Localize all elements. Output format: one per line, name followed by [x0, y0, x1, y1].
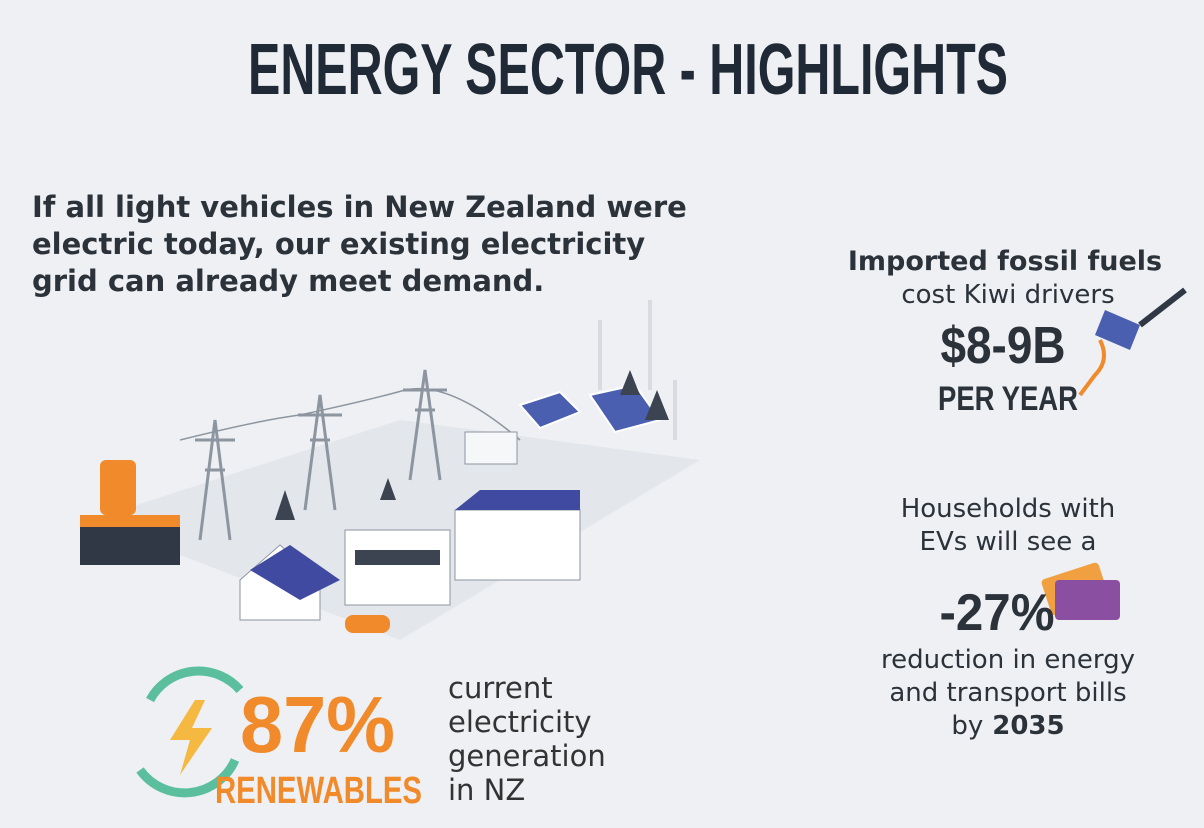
intro-line: If all light vehicles in New Zealand wer… [32, 190, 687, 224]
renewables-label: RENEWABLES [215, 770, 422, 812]
intro-line: electric today, our existing electricity [32, 227, 645, 261]
description-line: electricity [448, 705, 592, 739]
description-line: current [448, 671, 553, 705]
fossil-heading: Imported fossil fuels [848, 246, 1162, 277]
intro: If all light vehicles in New Zealand wer… [32, 190, 687, 298]
households-line: and transport bills [889, 678, 1126, 708]
fossil-unit: PER YEAR [938, 380, 1078, 418]
description-line: in NZ [448, 773, 525, 807]
renewables-figure: 87% [240, 680, 395, 769]
year: 2035 [992, 711, 1064, 741]
fossil-figure: $8-9B [941, 317, 1066, 375]
households-line: Households with [901, 494, 1116, 524]
by-text: by [951, 711, 983, 741]
households-by: by 2035 [951, 711, 1064, 741]
fossil-text: cost Kiwi drivers [901, 280, 1114, 310]
fossil-fuels: Imported fossil fuels cost Kiwi drivers … [848, 246, 1162, 418]
renewables-icon [136, 666, 244, 798]
title: ENERGY SECTOR - HIGHLIGHTS [248, 30, 1008, 110]
card-icon [1041, 562, 1120, 620]
households-figure: -27% [940, 584, 1055, 642]
renewables-description: current electricity generation in NZ [448, 671, 606, 807]
grid-illustration [80, 300, 700, 640]
fuel-nozzle-icon [1078, 287, 1187, 397]
households-line: EVs will see a [920, 527, 1097, 557]
description-line: generation [448, 739, 606, 773]
households-line: reduction in energy [881, 645, 1135, 675]
households: Households with EVs will see a -27% redu… [881, 494, 1135, 741]
intro-line: grid can already meet demand. [32, 264, 544, 298]
